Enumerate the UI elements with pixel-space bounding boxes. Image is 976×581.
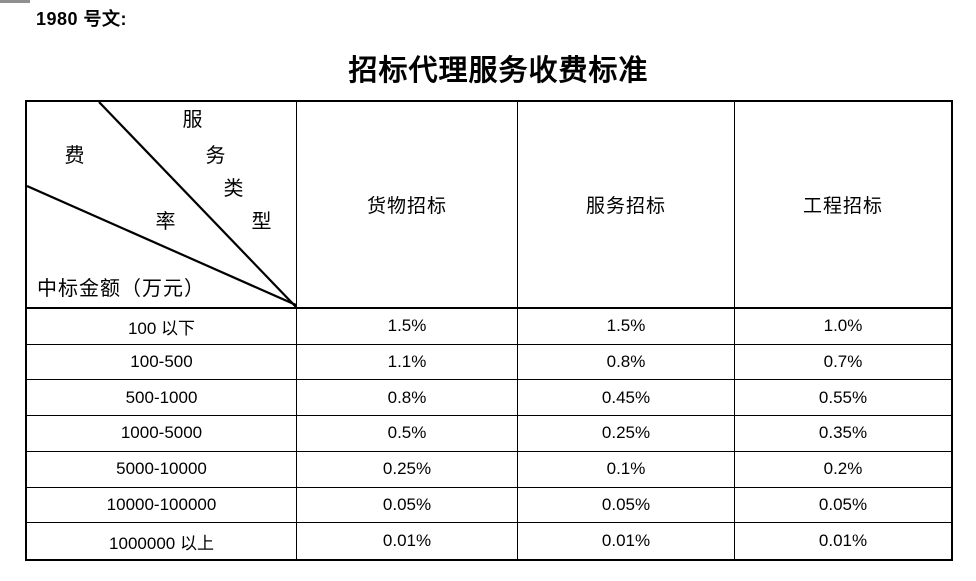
value-cell: 0.05%	[518, 487, 735, 524]
value-cell: 1.0%	[735, 309, 951, 345]
range-cell: 500-1000	[27, 380, 297, 417]
value-cell: 0.1%	[518, 451, 735, 488]
value-cell: 1.5%	[297, 309, 518, 345]
value-cell: 0.25%	[297, 451, 518, 488]
diagonal-lines-icon	[27, 102, 296, 307]
doc-ref: 1980 号文:	[36, 9, 128, 29]
corner-cell: 服 务 类 型 费 率 中标金额（万元）	[27, 102, 297, 309]
col-header-services: 服务招标	[518, 102, 735, 309]
value-cell: 0.7%	[735, 345, 951, 381]
value-cell: 1.5%	[518, 309, 735, 345]
page-title: 招标代理服务收费标准	[348, 55, 649, 87]
corner-fee-rate-char: 费	[64, 145, 86, 167]
value-cell: 0.2%	[735, 452, 951, 488]
value-cell: 1.1%	[297, 344, 518, 381]
value-cell: 0.01%	[518, 523, 735, 559]
value-cell: 0.8%	[518, 344, 735, 381]
range-cell: 5000-10000	[27, 451, 297, 488]
value-cell: 0.5%	[297, 416, 518, 452]
value-cell: 0.55%	[735, 380, 951, 417]
value-cell: 0.01%	[818, 531, 868, 551]
value-cell: 0.8%	[297, 380, 518, 417]
corner-service-type-char: 服	[182, 109, 204, 131]
col-header-goods: 货物招标	[297, 102, 518, 309]
value-cell: 0.45%	[518, 380, 735, 417]
value-cell: 0.35%	[735, 416, 951, 452]
range-cell: 100 以下	[27, 309, 297, 345]
range-cell: 10000-100000	[27, 487, 297, 524]
corner-fee-rate-char: 率	[155, 211, 177, 233]
value-cell: 0.01%	[297, 523, 518, 559]
range-cell: 100-500	[27, 344, 297, 381]
value-cell: 0.25%	[518, 416, 735, 452]
value-cell: 0.05%	[735, 488, 951, 524]
col-header-works: 工程招标	[735, 102, 951, 309]
corner-service-type-char: 类	[223, 178, 245, 200]
corner-amount-label: 中标金额（万元）	[37, 278, 205, 300]
range-cell: 1000000 以上	[27, 523, 297, 559]
page-edge-fragment	[0, 0, 30, 3]
range-cell: 1000-5000	[27, 416, 297, 452]
corner-service-type-char: 务	[205, 145, 227, 167]
value-cell: 0.05%	[297, 487, 518, 524]
corner-service-type-char: 型	[251, 211, 273, 233]
fee-table: 服 务 类 型 费 率 中标金额（万元） 货物招标 服务招标 工程招标 100 …	[25, 100, 953, 561]
